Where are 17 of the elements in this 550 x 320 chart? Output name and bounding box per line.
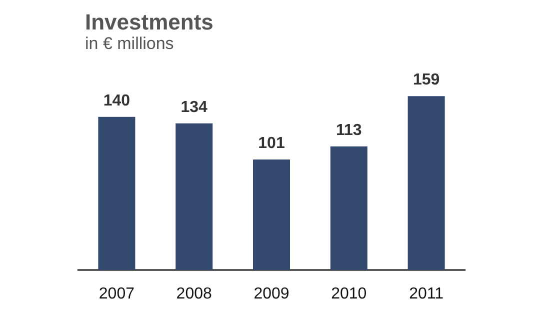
x-tick-label: 2009: [254, 286, 290, 302]
chart-title: Investments: [85, 10, 214, 34]
data-label: 134: [180, 98, 208, 116]
x-tick-label: 2010: [331, 286, 367, 302]
chart-subtitle: in € millions: [85, 34, 174, 53]
x-tick-label: 2007: [98, 286, 135, 302]
data-label: 159: [412, 72, 440, 89]
data-label: 113: [336, 122, 362, 139]
data-label: 101: [258, 135, 285, 152]
bar: [98, 116, 136, 270]
data-label: 140: [103, 92, 130, 110]
x-tick-label: 2011: [409, 286, 444, 302]
bar: [176, 123, 213, 270]
bar: [253, 160, 290, 270]
x-tick-label: 2008: [176, 286, 212, 302]
bar: [330, 146, 368, 270]
bar: [408, 96, 445, 270]
